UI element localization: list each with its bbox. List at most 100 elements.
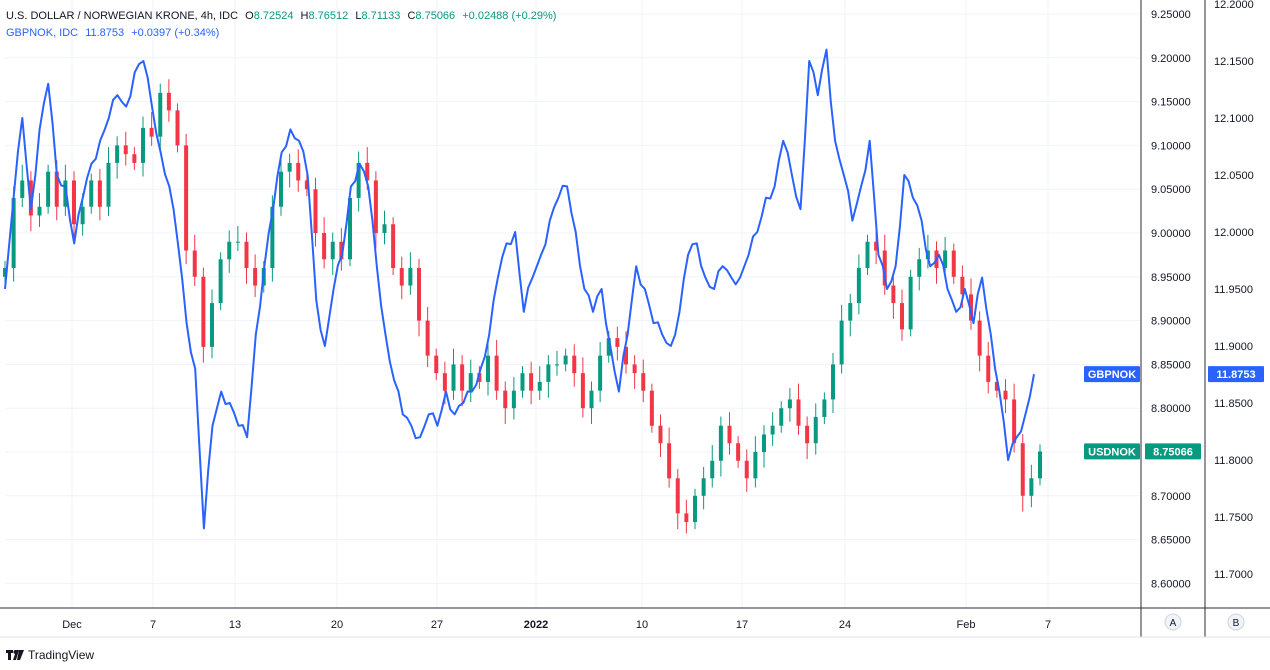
candle-body [192, 250, 197, 277]
time-tick-label: 7 [150, 619, 156, 631]
candle [917, 247, 922, 291]
tradingview-footer[interactable]: TradingView [6, 648, 94, 662]
gbpnok-tick-label: 11.8500 [1214, 398, 1253, 410]
candle-body [28, 180, 33, 216]
candle [89, 173, 94, 214]
candle-body [304, 180, 309, 190]
usdnok-tag-value: 8.75066 [1153, 446, 1193, 458]
candle-body [684, 513, 689, 523]
candle-body [701, 478, 706, 496]
candle-body [917, 259, 922, 277]
candle [986, 342, 991, 394]
candle-body [546, 364, 551, 382]
candle-body [97, 180, 102, 207]
b-scale-button[interactable]: B [1227, 613, 1245, 631]
candle [287, 153, 292, 188]
candle [589, 381, 594, 424]
grid-lines [5, 0, 1140, 608]
candle [598, 342, 603, 403]
candle-body [54, 171, 59, 207]
candle-body [442, 373, 447, 391]
candle [486, 344, 490, 396]
candle-body [494, 355, 499, 391]
candle-body [253, 268, 258, 286]
time-tick-label: 13 [229, 619, 241, 631]
candle-body [658, 425, 663, 444]
candle-body [486, 355, 490, 382]
candle [330, 232, 335, 276]
candle [46, 164, 51, 214]
candle-body [63, 180, 68, 207]
low-label: L [355, 10, 362, 22]
usdnok-tick-label: 9.20000 [1151, 53, 1191, 65]
candle-body [1029, 478, 1034, 496]
candle-body [943, 250, 948, 269]
candle-body [235, 241, 240, 243]
candle-body [960, 276, 965, 295]
candle-body [339, 241, 344, 260]
candle-body [632, 364, 637, 374]
candle [391, 217, 396, 276]
candle [460, 355, 465, 407]
candle [805, 416, 810, 460]
candle-body [451, 364, 456, 391]
close-value: 8.75066 [415, 10, 456, 22]
candle [218, 252, 223, 311]
candle-body [589, 390, 594, 409]
candle-body [166, 92, 171, 111]
candle [348, 190, 352, 267]
usdnok-tick-label: 9.15000 [1151, 97, 1191, 109]
gbpnok-legend-value: 11.8753 [85, 27, 125, 39]
gbpnok-tick-label: 12.0000 [1214, 227, 1254, 239]
usdnok-tag: USDNOK 8.75066 [1084, 443, 1201, 460]
candle-body [313, 189, 318, 233]
candle [555, 350, 559, 376]
candle [244, 232, 249, 284]
candle-body [615, 338, 620, 347]
candle [494, 339, 499, 400]
candle-body [365, 162, 370, 181]
candle [115, 136, 120, 179]
candle-body [675, 478, 680, 514]
candle-body [218, 259, 223, 304]
candle-body [89, 180, 94, 207]
gbpnok-tick-label: 12.0500 [1214, 170, 1254, 182]
candle [322, 217, 327, 269]
candle [796, 383, 801, 435]
candle [770, 412, 775, 446]
candle-body [900, 303, 904, 330]
candle-body [46, 171, 51, 207]
candle [701, 466, 706, 510]
candle-body [477, 373, 482, 382]
candle [408, 252, 413, 295]
candle-body [848, 303, 853, 321]
candle [563, 348, 568, 372]
candle-body [882, 250, 887, 286]
candle-body [796, 399, 801, 426]
candle [201, 267, 206, 363]
low-value: 8.71133 [361, 10, 401, 22]
gbpnok-legend: GBPNOK, IDC 11.8753 +0.0397 (+0.34%) [6, 27, 223, 39]
candle [97, 169, 102, 221]
gbpnok-tag-label: GBPNOK [1088, 369, 1136, 381]
auto-scale-button[interactable]: A [1164, 613, 1182, 631]
candle [253, 254, 258, 297]
candle-body [606, 338, 611, 356]
candle [434, 348, 439, 381]
candle-body [503, 390, 508, 409]
candle-body [779, 408, 784, 426]
candle-body [158, 92, 163, 137]
candle [529, 361, 534, 405]
candle [667, 427, 672, 488]
auto-scale-button-circle [1164, 613, 1182, 631]
usdnok-tick-label: 9.10000 [1151, 140, 1191, 152]
candle-body [1003, 390, 1008, 400]
gbpnok-tick-label: 12.1000 [1214, 113, 1254, 125]
gbpnok-tick-label: 11.9500 [1214, 284, 1253, 296]
usdnok-tick-label: 9.05000 [1151, 184, 1191, 196]
gbpnok-line [4, 48, 1035, 530]
candle-body [891, 285, 896, 304]
usdnok-ohlc: O8.72524 H8.76512 L8.71133 C8.75066 +0.0… [245, 10, 560, 22]
